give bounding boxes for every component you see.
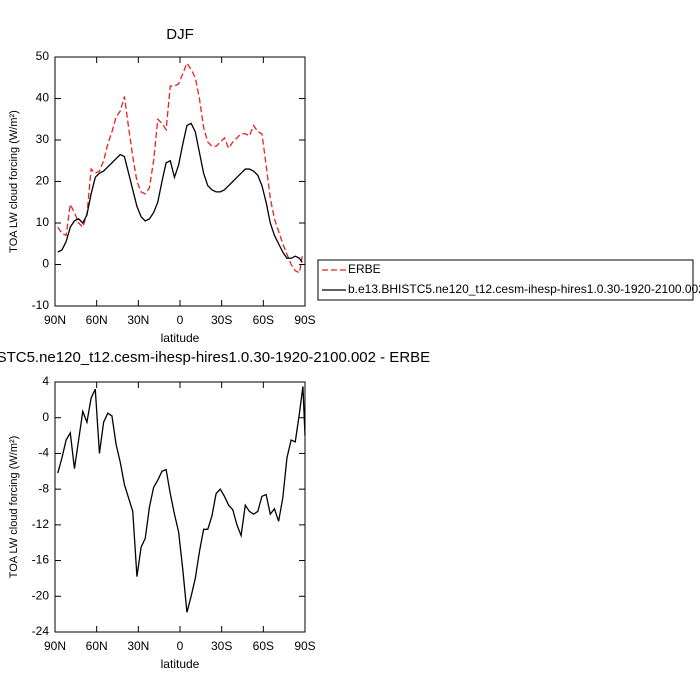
y-tick-label: -12 bbox=[32, 517, 50, 531]
x-tick-label: 60S bbox=[253, 313, 274, 327]
legend-label: b.e13.BHISTC5.ne120_t12.cesm-ihesp-hires… bbox=[348, 282, 700, 296]
legend-box bbox=[317, 259, 694, 301]
y-axis-label: TOA LW cloud forcing (W/m²) bbox=[8, 436, 20, 579]
y-tick-label: 0 bbox=[42, 257, 49, 271]
x-tick-label: 30S bbox=[211, 639, 232, 653]
x-tick-label: 90N bbox=[44, 313, 66, 327]
x-tick-label: 30N bbox=[127, 313, 149, 327]
y-tick-label: -10 bbox=[32, 298, 50, 312]
y-tick-label: 0 bbox=[42, 410, 49, 424]
x-tick-label: 60N bbox=[86, 639, 108, 653]
x-tick-label: 90S bbox=[294, 639, 315, 653]
y-axis-label: TOA LW cloud forcing (W/m²) bbox=[8, 110, 20, 253]
chart-title: DJF bbox=[166, 26, 194, 43]
plot-frame bbox=[54, 381, 306, 633]
y-tick-label: -8 bbox=[38, 481, 49, 495]
data-line bbox=[57, 122, 303, 263]
y-tick-label: -24 bbox=[32, 624, 50, 638]
x-tick-label: 90S bbox=[294, 313, 315, 327]
x-tick-label: 30N bbox=[127, 639, 149, 653]
plot-frame bbox=[54, 56, 306, 307]
data-line bbox=[57, 386, 306, 613]
x-tick-label: 0 bbox=[177, 639, 184, 653]
y-tick-label: 30 bbox=[36, 132, 50, 146]
y-tick-label: -16 bbox=[32, 553, 50, 567]
x-tick-label: 60S bbox=[253, 639, 274, 653]
x-tick-label: 60N bbox=[86, 313, 108, 327]
x-axis-label: latitude bbox=[161, 331, 200, 345]
y-tick-label: 20 bbox=[36, 174, 50, 188]
x-tick-label: 30S bbox=[211, 313, 232, 327]
data-line bbox=[57, 61, 303, 274]
x-axis-label: latitude bbox=[161, 657, 200, 671]
legend-label: ERBE bbox=[348, 262, 381, 276]
x-tick-label: 90N bbox=[44, 639, 66, 653]
y-tick-label: 40 bbox=[36, 91, 50, 105]
y-tick-label: 4 bbox=[42, 374, 49, 388]
y-tick-label: -20 bbox=[32, 588, 50, 602]
y-tick-label: 10 bbox=[36, 215, 50, 229]
chart-title: b.e13.BHISTC5.ne120_t12.cesm-ihesp-hires… bbox=[0, 349, 430, 366]
y-tick-label: 50 bbox=[36, 49, 50, 63]
y-tick-label: -4 bbox=[38, 446, 49, 460]
x-tick-label: 0 bbox=[177, 313, 184, 327]
